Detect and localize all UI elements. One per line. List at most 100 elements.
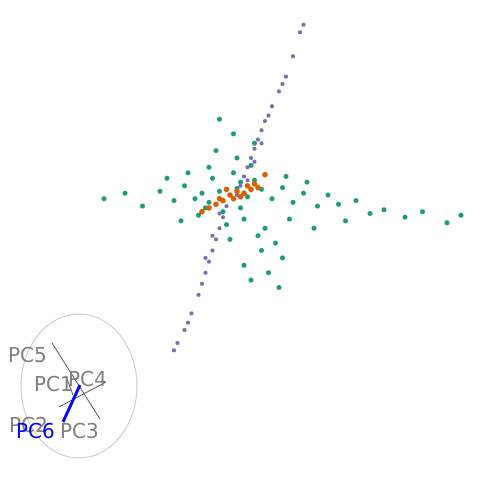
biplot-axis-pc6 <box>61 384 82 423</box>
biplot-ellipse <box>20 313 138 459</box>
point-s0-17 <box>196 212 201 218</box>
point-s1-4 <box>249 156 253 160</box>
point-s1-16 <box>221 215 225 220</box>
point-s0-13 <box>210 175 215 181</box>
point-s1-27 <box>172 348 176 353</box>
point-s0-25 <box>336 201 341 207</box>
point-s1-15 <box>224 204 229 209</box>
point-s1-25 <box>182 328 187 332</box>
biplot-label-pc6: PC6 <box>16 419 55 443</box>
point-s2-2 <box>241 190 247 196</box>
point-s0-12 <box>231 170 236 176</box>
point-s2-10 <box>223 186 230 193</box>
point-s0-8 <box>220 209 226 215</box>
point-s0-10 <box>192 196 198 202</box>
point-s0-28 <box>381 207 387 213</box>
point-s1-29 <box>252 159 257 164</box>
point-s1-26 <box>175 341 180 345</box>
point-s0-40 <box>259 248 264 253</box>
point-s1-18 <box>214 237 218 242</box>
point-s2-3 <box>230 195 237 202</box>
point-s1-33 <box>210 233 215 238</box>
point-s0-53 <box>304 179 310 185</box>
point-s0-11 <box>269 196 275 202</box>
point-s0-43 <box>266 270 271 276</box>
point-s0-42 <box>241 262 247 268</box>
point-s0-32 <box>458 212 464 218</box>
point-s2-5 <box>244 183 251 189</box>
point-s0-7 <box>238 205 243 211</box>
point-s0-20 <box>171 198 177 204</box>
point-s2-14 <box>216 195 223 202</box>
point-s0-38 <box>255 233 261 239</box>
biplot-axis-pc1 <box>65 375 74 396</box>
point-s0-30 <box>420 209 425 215</box>
point-s1-14 <box>301 22 306 27</box>
point-s0-55 <box>238 179 243 185</box>
point-s2-6 <box>213 201 219 208</box>
point-s0-19 <box>301 190 306 196</box>
point-s1-7 <box>259 128 264 133</box>
point-s1-23 <box>196 292 201 297</box>
point-s1-8 <box>263 119 267 123</box>
point-s2-0 <box>227 192 233 198</box>
biplot-axis-pc4 <box>58 381 107 408</box>
point-s1-19 <box>210 248 215 253</box>
point-s1-6 <box>256 137 260 142</box>
point-s0-4 <box>206 199 212 205</box>
point-s0-24 <box>325 192 331 198</box>
biplot-inset: PC5 PC1 PC4 PC2 PC3 PC6 <box>8 313 138 459</box>
point-s0-41 <box>280 255 285 261</box>
point-s2-8 <box>206 205 212 211</box>
point-s0-21 <box>248 162 254 168</box>
point-s0-57 <box>287 216 292 222</box>
point-s0-61 <box>227 236 233 242</box>
point-s0-16 <box>241 216 247 222</box>
point-s0-37 <box>262 225 268 231</box>
point-s1-20 <box>207 259 211 264</box>
point-s1-28 <box>245 178 250 183</box>
point-s0-33 <box>157 188 163 194</box>
point-s1-36 <box>186 320 190 325</box>
point-s0-18 <box>290 199 296 205</box>
point-s0-34 <box>140 203 145 209</box>
point-s0-59 <box>311 225 317 231</box>
point-s2-1 <box>234 188 240 195</box>
point-s1-17 <box>217 226 222 231</box>
biplot-label-pc2: PC2 <box>9 413 48 437</box>
point-s1-1 <box>238 183 243 188</box>
point-s0-47 <box>213 148 219 154</box>
point-s0-36 <box>101 196 107 202</box>
point-s1-13 <box>298 30 302 35</box>
point-s1-34 <box>203 255 208 260</box>
point-s0-49 <box>231 131 236 137</box>
point-s0-23 <box>315 203 320 209</box>
biplot-label-pc1: PC1 <box>34 372 73 396</box>
point-s1-30 <box>259 141 264 146</box>
points-layer <box>101 22 464 353</box>
point-s2-15 <box>262 171 268 178</box>
point-s1-32 <box>217 211 222 216</box>
biplot-label-pc3: PC3 <box>60 419 99 443</box>
biplot-label-pc4: PC4 <box>68 367 107 391</box>
point-s1-2 <box>242 174 246 179</box>
point-s0-15 <box>182 183 187 189</box>
point-s1-31 <box>266 113 271 118</box>
point-s1-12 <box>291 54 295 59</box>
point-s0-52 <box>185 170 191 176</box>
point-s0-51 <box>283 174 289 179</box>
point-s1-22 <box>200 281 204 286</box>
point-s0-22 <box>224 222 229 228</box>
point-s0-3 <box>245 194 250 200</box>
point-s1-3 <box>245 165 250 170</box>
point-s2-9 <box>237 194 244 200</box>
point-s0-60 <box>343 218 348 224</box>
point-s1-21 <box>203 270 208 275</box>
point-s1-5 <box>252 146 257 151</box>
point-s0-58 <box>178 218 184 224</box>
point-s2-11 <box>255 184 261 191</box>
biplot-axis-pc5 <box>51 342 101 420</box>
point-s0-48 <box>252 140 257 146</box>
point-s0-39 <box>273 240 278 246</box>
